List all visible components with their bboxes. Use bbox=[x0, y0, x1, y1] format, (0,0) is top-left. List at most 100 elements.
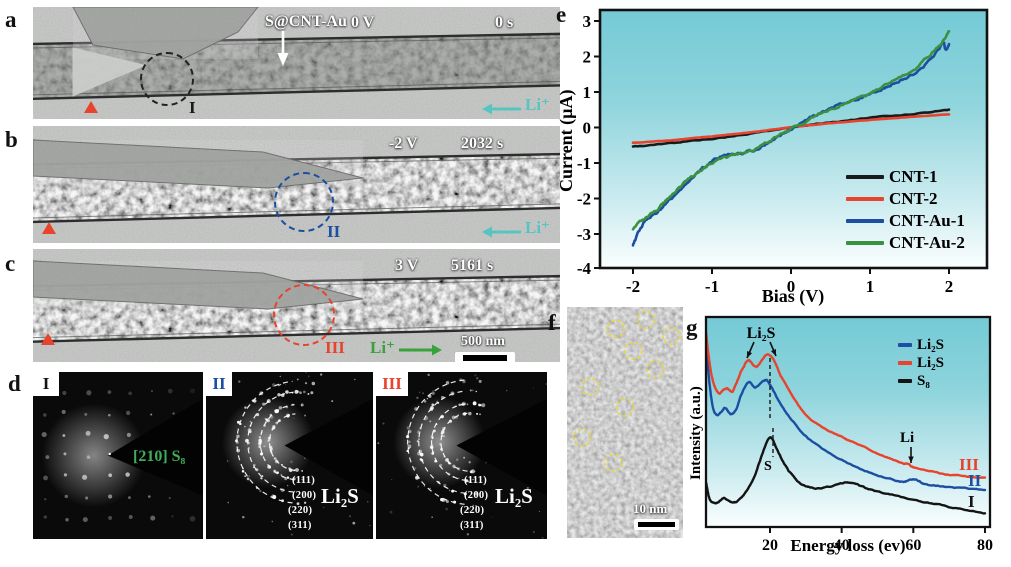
pattern-II-badge: II bbox=[206, 372, 232, 396]
legend-swatch bbox=[846, 175, 884, 179]
panel-c-time: 5161 s bbox=[451, 257, 494, 274]
panel-e-label: e bbox=[556, 2, 567, 27]
svg-text:-2: -2 bbox=[626, 277, 640, 296]
svg-text:-1: -1 bbox=[577, 154, 591, 173]
g-li-annotation: Li bbox=[900, 430, 915, 446]
series-Li₂S bbox=[705, 332, 987, 480]
panel-f-tem-art bbox=[567, 307, 683, 538]
legend-label: CNT-2 bbox=[889, 189, 938, 208]
legend-item: Li₂S bbox=[898, 336, 944, 354]
ring-label-200: (200) bbox=[464, 490, 489, 501]
e-xlabel: Bias (V) bbox=[761, 286, 825, 306]
diffraction-pattern-III-art bbox=[377, 373, 548, 539]
svg-text:80: 80 bbox=[977, 537, 993, 554]
scalebar-label: 500 nm bbox=[461, 334, 505, 349]
pattern-I-badge: I bbox=[33, 372, 59, 396]
svg-text:60: 60 bbox=[905, 537, 921, 554]
svg-text:-2: -2 bbox=[577, 190, 591, 209]
legend-swatch bbox=[898, 343, 912, 347]
scalebar bbox=[455, 352, 515, 362]
li-ion-right-arrow-icon bbox=[399, 344, 442, 356]
reference-marker-triangle bbox=[84, 101, 98, 113]
panel-a-tem-art bbox=[33, 7, 560, 119]
svg-text:40: 40 bbox=[834, 537, 850, 554]
diffraction-pattern-I-art bbox=[41, 388, 203, 523]
panel-a-voltage: 0 V bbox=[351, 14, 375, 31]
panel-a-tem-image: S@CNT-Au 0 V 0 s I Li⁺ bbox=[33, 7, 560, 119]
g-xlabel: Energy loss (ev) bbox=[790, 536, 906, 555]
panel-b-voltage: -2 V bbox=[389, 135, 418, 152]
svg-text:2: 2 bbox=[583, 48, 592, 67]
legend-item: CNT-1 bbox=[846, 166, 965, 188]
svg-text:0: 0 bbox=[583, 119, 592, 138]
region-label-III: III bbox=[325, 338, 345, 357]
svg-text:3: 3 bbox=[583, 12, 592, 31]
scalebar bbox=[634, 519, 679, 530]
legend-label: S₈ bbox=[917, 372, 930, 389]
series-CNT-Au-2 bbox=[631, 30, 951, 231]
g-li2s-annotation: Li₂S bbox=[746, 325, 776, 342]
pattern-III-badge: III bbox=[376, 372, 408, 396]
legend-swatch bbox=[898, 361, 912, 365]
ring-label-200: (200) bbox=[292, 490, 317, 501]
legend-swatch bbox=[846, 197, 884, 201]
phase-label: Li₂S bbox=[321, 484, 359, 508]
phase-label: Li₂S bbox=[495, 484, 533, 508]
legend-label: Li₂S bbox=[917, 336, 945, 353]
legend-swatch bbox=[846, 241, 884, 245]
panel-a-label: a bbox=[5, 7, 17, 32]
svg-text:1: 1 bbox=[866, 277, 875, 296]
legend-swatch bbox=[898, 379, 912, 383]
svg-text:0: 0 bbox=[787, 277, 796, 296]
legend-label: Li₂S bbox=[917, 354, 945, 371]
legend-item: S₈ bbox=[898, 372, 944, 390]
series-S₈ bbox=[705, 436, 987, 515]
svg-text:2: 2 bbox=[945, 277, 954, 296]
legend-item: CNT-Au-2 bbox=[846, 232, 965, 254]
diffraction-pattern-II-art bbox=[211, 371, 373, 536]
diffraction-pattern-II: II (111) (200) (220) (311) Li₂S bbox=[206, 371, 373, 539]
scalebar-label: 10 nm bbox=[633, 501, 668, 516]
svg-text:1: 1 bbox=[583, 83, 592, 102]
legend-item: CNT-Au-1 bbox=[846, 210, 965, 232]
legend-swatch bbox=[846, 219, 884, 223]
panel-f-tem-image: 10 nm bbox=[567, 307, 683, 538]
ring-label-311: (311) bbox=[288, 520, 312, 531]
panel-a-time: 0 s bbox=[495, 14, 514, 31]
diffraction-pattern-III: III (111) (200) (220) (311) Li₂S bbox=[376, 372, 548, 539]
region-label-I: I bbox=[189, 98, 196, 117]
eels-chart: 20 40 60 80 bbox=[704, 315, 993, 554]
li-ion-label: Li⁺ bbox=[525, 95, 551, 114]
curve-label-I: I bbox=[968, 492, 975, 511]
svg-text:20: 20 bbox=[762, 537, 778, 554]
zone-axis-label: [210] S₈ bbox=[133, 448, 186, 465]
panel-d-label: d bbox=[8, 371, 21, 396]
panel-f-label: f bbox=[548, 310, 556, 335]
reference-marker-triangle bbox=[42, 222, 56, 234]
series-Li₂S bbox=[705, 343, 987, 492]
e-legend: CNT-1 CNT-2 CNT-Au-1 CNT-Au-2 bbox=[846, 166, 965, 254]
panel-b-label: b bbox=[5, 127, 18, 152]
ring-label-220: (220) bbox=[460, 505, 485, 516]
reference-marker-triangle bbox=[41, 333, 55, 345]
region-circle-III bbox=[273, 284, 335, 346]
ring-label-111: (111) bbox=[292, 475, 316, 486]
li-ion-left-arrow-icon bbox=[482, 103, 521, 115]
e-ylabel: Current (µA) bbox=[556, 89, 576, 192]
svg-text:-3: -3 bbox=[577, 225, 591, 244]
g-ylabel: Intensity (a.u.) bbox=[688, 386, 704, 480]
down-arrow-icon bbox=[277, 31, 289, 66]
ring-label-111: (111) bbox=[464, 475, 488, 486]
ring-label-311: (311) bbox=[460, 520, 484, 531]
region-circle-I bbox=[140, 52, 194, 106]
panel-g-label: g bbox=[686, 315, 698, 340]
diffraction-pattern-I: I [210] S₈ bbox=[33, 372, 203, 539]
iv-chart: -2 -1 0 1 2 3 2 1 0 -1 -2 -3 -4 bbox=[577, 8, 989, 296]
panel-c-voltage: 3 V bbox=[395, 257, 419, 274]
panel-c-label: c bbox=[5, 251, 16, 276]
curve-label-III: III bbox=[959, 455, 979, 474]
li-ion-left-arrow-icon bbox=[482, 226, 521, 238]
svg-text:-4: -4 bbox=[577, 259, 592, 278]
region-label-II: II bbox=[327, 222, 341, 241]
